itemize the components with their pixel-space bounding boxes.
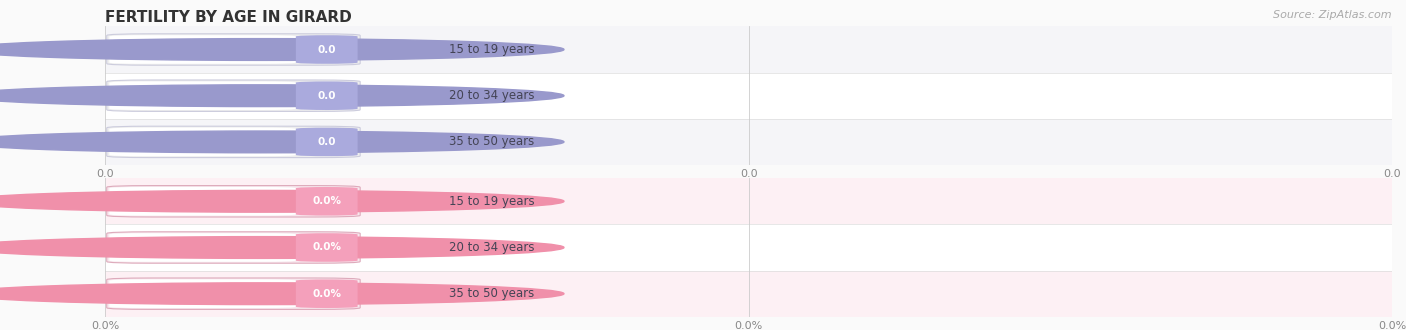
FancyBboxPatch shape bbox=[107, 80, 360, 112]
FancyBboxPatch shape bbox=[295, 187, 357, 215]
FancyBboxPatch shape bbox=[295, 128, 357, 156]
Text: 35 to 50 years: 35 to 50 years bbox=[449, 287, 534, 300]
Text: 20 to 34 years: 20 to 34 years bbox=[449, 241, 534, 254]
Text: 15 to 19 years: 15 to 19 years bbox=[449, 195, 534, 208]
FancyBboxPatch shape bbox=[107, 278, 360, 310]
FancyBboxPatch shape bbox=[110, 82, 295, 110]
Text: 35 to 50 years: 35 to 50 years bbox=[449, 135, 534, 148]
Text: Source: ZipAtlas.com: Source: ZipAtlas.com bbox=[1274, 10, 1392, 20]
Circle shape bbox=[0, 237, 564, 258]
Bar bbox=[105, 271, 1392, 317]
Text: 0.0%: 0.0% bbox=[312, 196, 342, 206]
Bar bbox=[105, 119, 1392, 165]
FancyBboxPatch shape bbox=[110, 280, 295, 308]
Text: 0.0: 0.0 bbox=[318, 137, 336, 147]
FancyBboxPatch shape bbox=[110, 35, 295, 64]
FancyBboxPatch shape bbox=[295, 233, 357, 262]
Text: 0.0: 0.0 bbox=[318, 91, 336, 101]
FancyBboxPatch shape bbox=[295, 280, 357, 308]
Text: 0.0%: 0.0% bbox=[312, 289, 342, 299]
Text: 15 to 19 years: 15 to 19 years bbox=[449, 43, 534, 56]
FancyBboxPatch shape bbox=[107, 185, 360, 217]
Text: 0.0%: 0.0% bbox=[312, 243, 342, 252]
FancyBboxPatch shape bbox=[110, 128, 295, 156]
FancyBboxPatch shape bbox=[110, 187, 295, 215]
Bar bbox=[105, 26, 1392, 73]
Bar bbox=[105, 178, 1392, 224]
FancyBboxPatch shape bbox=[295, 82, 357, 110]
FancyBboxPatch shape bbox=[107, 126, 360, 158]
Circle shape bbox=[0, 131, 564, 153]
Text: 0.0: 0.0 bbox=[318, 45, 336, 54]
FancyBboxPatch shape bbox=[107, 34, 360, 65]
Circle shape bbox=[0, 39, 564, 60]
Circle shape bbox=[0, 190, 564, 212]
Bar bbox=[105, 224, 1392, 271]
FancyBboxPatch shape bbox=[107, 232, 360, 263]
FancyBboxPatch shape bbox=[295, 35, 357, 64]
FancyBboxPatch shape bbox=[110, 233, 295, 262]
Text: 20 to 34 years: 20 to 34 years bbox=[449, 89, 534, 102]
Text: FERTILITY BY AGE IN GIRARD: FERTILITY BY AGE IN GIRARD bbox=[105, 10, 352, 25]
Circle shape bbox=[0, 283, 564, 305]
Bar bbox=[105, 73, 1392, 119]
Circle shape bbox=[0, 85, 564, 107]
